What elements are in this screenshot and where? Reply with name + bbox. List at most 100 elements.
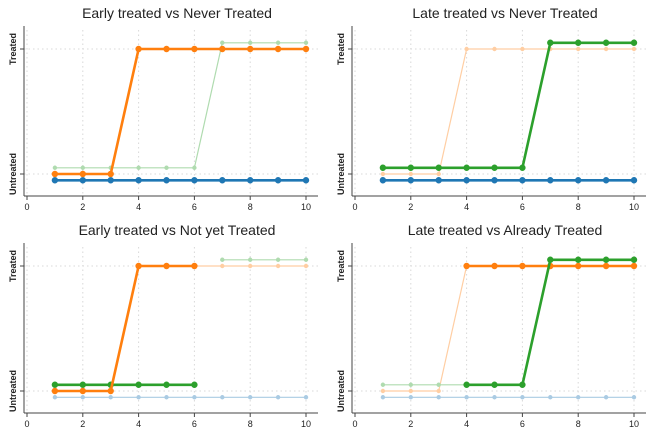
data-point [380, 171, 386, 177]
x-tick-label: 4 [136, 419, 141, 429]
data-point [520, 46, 525, 52]
x-tick-label: 2 [408, 202, 413, 212]
data-point [463, 381, 470, 388]
x-tick-label: 6 [520, 202, 525, 212]
data-point [164, 165, 169, 170]
data-point [575, 177, 582, 184]
data-point [519, 381, 526, 388]
data-point [79, 177, 87, 184]
y-tick-label: Treated [8, 250, 18, 282]
data-point [135, 45, 142, 53]
x-tick-label: 4 [136, 202, 141, 212]
data-point [164, 395, 169, 400]
data-point [275, 257, 281, 262]
data-point [191, 45, 198, 53]
data-point [302, 45, 310, 53]
series-early-faded [192, 263, 309, 269]
x-tick-label: 8 [576, 419, 581, 429]
data-point [408, 382, 413, 387]
data-point [303, 263, 309, 269]
data-point [163, 177, 170, 184]
data-point [408, 395, 413, 400]
x-tick-label: 10 [629, 419, 639, 429]
data-point [220, 257, 225, 262]
chart-panel-2: Late treated vs Never Treated 0 2 4 6 8 10 Untr… [336, 5, 646, 212]
data-point [163, 381, 170, 388]
data-point [52, 165, 58, 170]
data-point [191, 381, 198, 388]
data-point [219, 177, 226, 184]
data-point [408, 171, 413, 177]
data-point [380, 395, 386, 400]
data-point [107, 170, 114, 178]
x-tick-label: 2 [80, 202, 85, 212]
data-point [220, 40, 225, 45]
chart-panel-4: Late treated vs Already Treated 0 2 4 6 8 10 Un… [336, 222, 646, 429]
x-tick-label: 10 [301, 202, 311, 212]
data-point [248, 40, 253, 45]
data-point [379, 177, 387, 184]
series-line [382, 48, 634, 175]
data-point [630, 256, 638, 263]
series-line [466, 258, 634, 387]
data-point [519, 164, 526, 171]
data-point [191, 177, 198, 184]
data-point [247, 45, 254, 53]
data-point [51, 170, 59, 178]
x-tick-label: 0 [352, 419, 357, 429]
series-late-bold [463, 256, 638, 388]
data-point [220, 395, 225, 400]
x-tick-label: 8 [248, 419, 253, 429]
y-tick-label: Treated [336, 33, 346, 65]
data-point [630, 39, 638, 46]
data-point [491, 177, 498, 184]
data-point [575, 262, 582, 270]
series-never-faded [380, 395, 637, 400]
data-point [191, 262, 198, 270]
chart-panel-1: Early treated vs Never Treated 0 2 4 6 8 10 Unt… [8, 5, 318, 212]
data-point [303, 40, 309, 45]
series-late-faded [220, 257, 309, 262]
data-point [492, 395, 497, 400]
chart-title: Late treated vs Already Treated [408, 222, 603, 238]
data-point [135, 177, 142, 184]
chart-title: Early treated vs Never Treated [82, 5, 272, 21]
data-point [51, 381, 59, 388]
data-point [80, 165, 86, 170]
data-point [248, 263, 253, 269]
x-tick-label: 10 [301, 419, 311, 429]
data-point [435, 164, 442, 171]
data-point [464, 46, 469, 52]
data-point [602, 39, 610, 46]
data-point [51, 177, 59, 184]
data-point [275, 263, 281, 269]
data-point [108, 395, 113, 400]
data-point [274, 45, 282, 53]
series-late-faded [52, 40, 309, 170]
x-tick-label: 2 [80, 419, 85, 429]
data-point [603, 395, 609, 400]
series-never-faded [52, 395, 309, 400]
data-point [107, 387, 114, 395]
data-point [380, 382, 386, 387]
x-tick-label: 0 [352, 202, 357, 212]
data-point [463, 262, 470, 270]
data-point [548, 395, 553, 400]
x-tick-label: 0 [24, 202, 29, 212]
y-tick-label: Untreated [8, 370, 18, 412]
chart-panel-3: Early treated vs Not yet Treated 0 2 4 6 8 10 U… [8, 222, 318, 429]
data-point [136, 395, 141, 400]
series-early-bold [51, 262, 198, 395]
data-point [303, 395, 309, 400]
data-point [519, 177, 526, 184]
data-point [436, 388, 441, 394]
data-point [275, 40, 281, 45]
data-point [547, 256, 554, 263]
data-point [79, 170, 87, 178]
x-tick-label: 4 [464, 202, 469, 212]
chart-title: Early treated vs Not yet Treated [79, 222, 276, 238]
series-early-bold [51, 45, 310, 178]
series-never-bold [379, 177, 638, 184]
